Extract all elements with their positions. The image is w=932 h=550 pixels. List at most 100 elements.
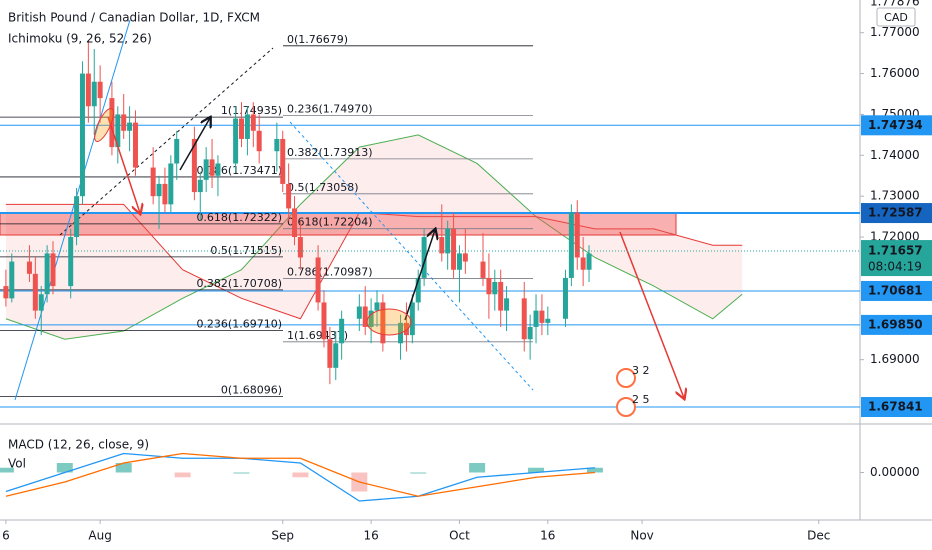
candle-body [409, 302, 415, 336]
x-tick-label: Oct [449, 529, 470, 543]
candle-body [79, 73, 85, 197]
candle-body [286, 183, 292, 209]
candle-body [451, 228, 457, 270]
trend-dash [289, 121, 534, 391]
y-tick-label: 1.74000 [870, 148, 920, 162]
price-tag-label: 1.74734 [868, 118, 923, 132]
candle-body [527, 326, 533, 340]
price-tag-label: 1.69850 [868, 317, 923, 331]
y-tick-label: 1.73000 [870, 189, 920, 203]
candle-body [9, 261, 15, 299]
trend-dash [59, 47, 274, 236]
macd-hist [0, 467, 14, 473]
candle-body [156, 183, 162, 197]
candle-body [333, 343, 339, 368]
candle-body [32, 273, 38, 311]
candle-body [215, 163, 221, 176]
candle-body [44, 253, 50, 295]
candle-body [539, 310, 545, 323]
fib-label: 0.786(1.73471) [196, 164, 282, 177]
current-price: 1.71657 [868, 244, 923, 258]
candle-body [415, 277, 421, 303]
macd-macd [5, 452, 595, 502]
candle-body [74, 196, 80, 238]
y-tick-label: 1.77000 [870, 25, 920, 39]
candle-body [121, 114, 127, 131]
current-tag [861, 240, 932, 277]
fib-label: 0.236(1.69710) [196, 318, 282, 331]
macd-hist [174, 472, 191, 478]
x-tick-label: Sep [271, 529, 294, 543]
arrow [107, 116, 140, 213]
candle-body [586, 253, 592, 270]
x-tick-label: 6 [2, 529, 10, 543]
span-a [5, 134, 743, 340]
countdown: 08:04:19 [868, 260, 922, 274]
y-tick-label: 1.72000 [870, 230, 920, 244]
indicator-label: Ichimoku (9, 26, 52, 26) [8, 32, 152, 46]
price-tag [861, 280, 932, 301]
x-tick-label: Nov [630, 529, 653, 543]
candle-body [168, 163, 174, 205]
candle-body [339, 318, 345, 344]
candle-body [239, 118, 245, 139]
candle-body [132, 122, 138, 168]
macd-hist [410, 472, 427, 474]
chart-title: British Pound / Canadian Dollar, 1D, FXC… [8, 11, 260, 25]
candle-body [209, 159, 215, 176]
price-tag-label: 1.72587 [868, 206, 923, 220]
candle-body [362, 306, 368, 327]
candle-body [445, 228, 451, 254]
candle-body [91, 81, 97, 107]
macd-title: MACD (12, 26, close, 9) [8, 438, 149, 452]
currency: CAD [884, 11, 908, 24]
candle-body [191, 138, 197, 193]
candle-body [68, 237, 74, 287]
macd-tick-label: 0.00000 [870, 465, 920, 479]
fib-label: 0(1.68096) [221, 384, 282, 397]
macd-hist [233, 472, 250, 474]
fib-label: 1(1.74935) [221, 104, 282, 117]
highlight [366, 308, 412, 336]
candle-body [50, 253, 56, 287]
event-icon [616, 368, 636, 388]
candle-body [486, 277, 492, 295]
fib-label: 0.618(1.72322) [196, 211, 282, 224]
fib-label: 0(1.76679) [287, 33, 348, 46]
candle-body [256, 130, 262, 152]
candle-body [421, 237, 427, 278]
price-tag [861, 397, 932, 418]
candle-body [3, 286, 9, 299]
candle-body [233, 118, 239, 164]
candle-body [545, 318, 551, 323]
x-tick-label: 16 [540, 529, 555, 543]
macd-hist [115, 463, 132, 473]
candle-body [374, 302, 380, 311]
candle-body [274, 138, 280, 152]
candle-body [297, 237, 303, 258]
candle-body [292, 208, 298, 238]
fib-label: 0.5(1.73058) [287, 181, 359, 194]
candle-body [315, 257, 321, 303]
candle-body [26, 261, 32, 274]
macd-signal [5, 452, 595, 497]
candle-body [504, 298, 510, 311]
highlight [94, 107, 114, 143]
y-tick-label: 1.69000 [870, 352, 920, 366]
fib-label: 0.382(1.73913) [287, 146, 373, 159]
candle-body [533, 310, 539, 327]
candle-body [197, 179, 203, 193]
candle-body [203, 159, 209, 180]
candle-body [162, 183, 168, 205]
price-tag [861, 115, 932, 136]
candle-body [521, 298, 527, 340]
candle-body [97, 81, 103, 99]
candle-body [456, 253, 462, 270]
candle-body [574, 212, 580, 258]
price-tag [861, 203, 932, 224]
macd-hist [56, 463, 73, 473]
arrow [179, 118, 210, 171]
candle-body [368, 310, 374, 327]
fib-label: 0.382(1.70708) [196, 277, 282, 290]
